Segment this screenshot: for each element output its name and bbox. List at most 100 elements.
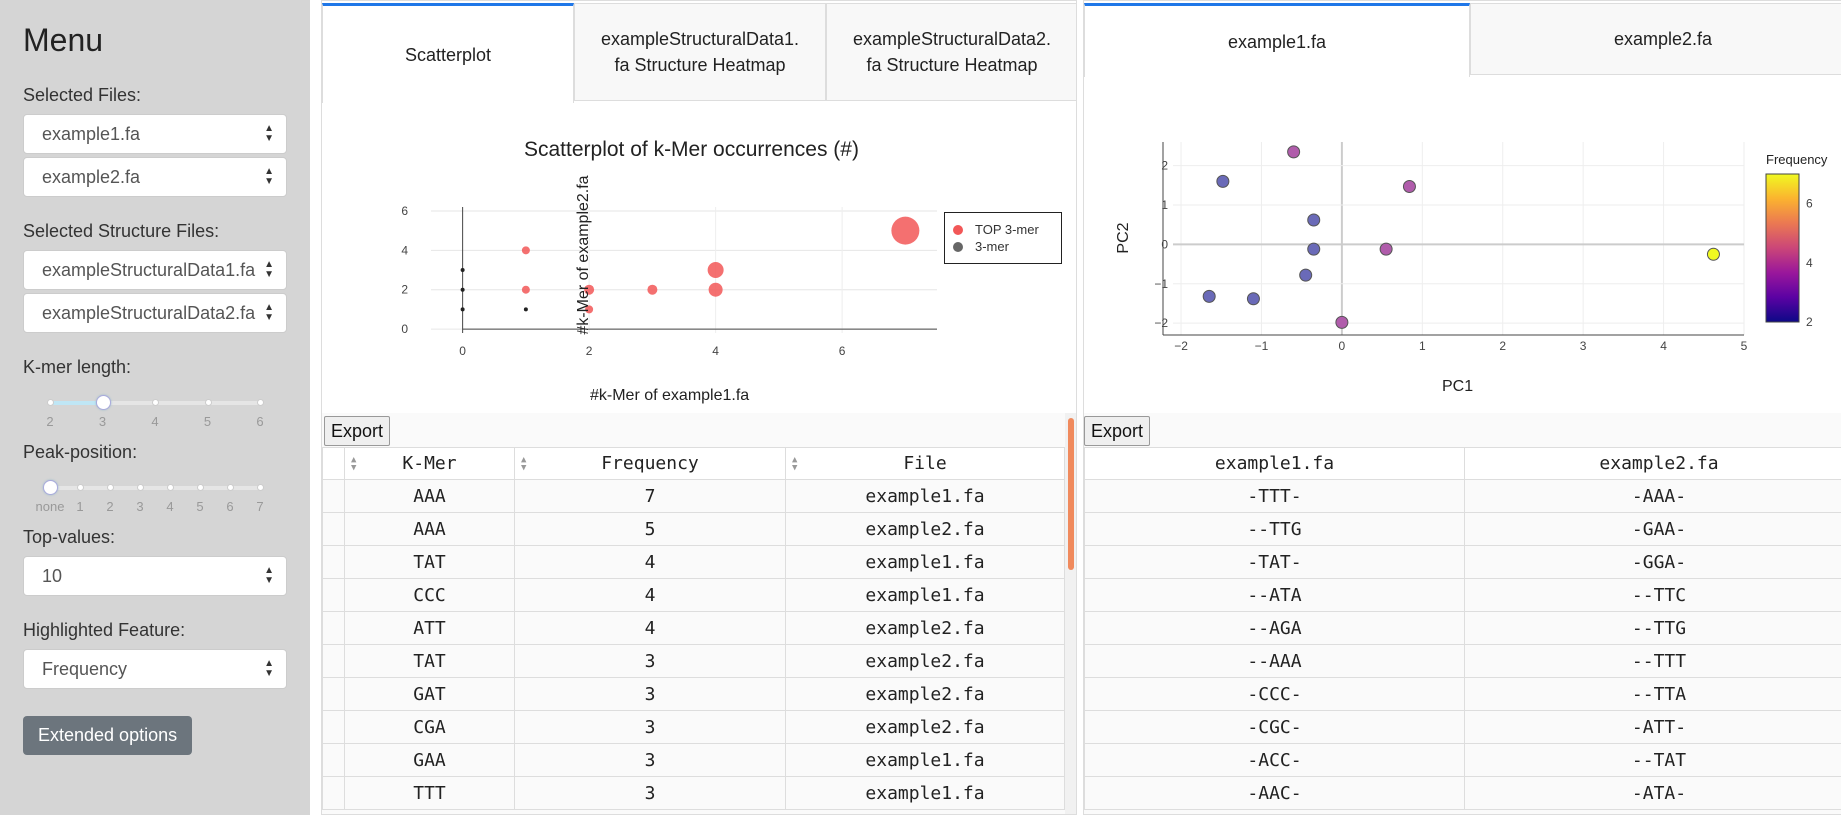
x-tick-label: 0	[459, 344, 466, 358]
data-point[interactable]	[460, 287, 465, 292]
pca-point[interactable]	[1287, 145, 1301, 159]
column-header-kmer[interactable]: ▲ ▼ K-Mer	[344, 447, 515, 480]
extended-options-button[interactable]: Extended options	[23, 716, 193, 755]
pca-point[interactable]	[1402, 180, 1416, 194]
cell-file: example2.fa	[785, 611, 1065, 645]
row-select-cell[interactable]	[322, 743, 345, 777]
structure-select-1[interactable]: exampleStructuralData1.fa ▲ ▼	[23, 250, 287, 290]
cell-kmer: ATT	[344, 611, 515, 645]
table-row[interactable]: -TTT- -AAA-	[1084, 479, 1841, 513]
table-row[interactable]: -AAC- -ATA-	[1084, 776, 1841, 810]
tab-structure-heatmap-2[interactable]: exampleStructuralData2. fa Structure Hea…	[826, 3, 1076, 101]
table-row[interactable]: TAT 3 example2.fa	[322, 644, 1065, 678]
peak-slider-tick-label: 5	[196, 499, 204, 514]
pca-point[interactable]	[1299, 268, 1313, 282]
tab-structure-heatmap-1[interactable]: exampleStructuralData1. fa Structure Hea…	[574, 3, 826, 101]
peak-slider-handle[interactable]	[43, 480, 58, 495]
table-row[interactable]: CGA 3 example2.fa	[322, 710, 1065, 744]
data-point[interactable]	[647, 284, 658, 295]
data-point[interactable]	[523, 307, 528, 312]
row-select-cell[interactable]	[322, 710, 345, 744]
data-point[interactable]	[891, 216, 920, 245]
cell-example1: -ACC-	[1084, 743, 1465, 777]
x-tick-label: −1	[1255, 339, 1269, 353]
left-tab-bar: Scatterplot exampleStructuralData1. fa S…	[322, 1, 1076, 103]
kmer-length-label: K-mer length:	[23, 357, 132, 377]
table-row[interactable]: --AGA --TTG	[1084, 611, 1841, 645]
data-point[interactable]	[707, 262, 724, 278]
kmer-slider-handle[interactable]	[95, 395, 111, 410]
tab-example1[interactable]: example1.fa	[1084, 3, 1470, 77]
table-row[interactable]: --AAA --TTT	[1084, 644, 1841, 678]
pca-point[interactable]	[1307, 242, 1321, 256]
left-table-scrollbar-track[interactable]	[1065, 413, 1076, 814]
data-point[interactable]	[460, 307, 465, 312]
table-row[interactable]: GAT 3 example2.fa	[322, 677, 1065, 711]
table-row[interactable]: --ATA --TTC	[1084, 578, 1841, 612]
table-row[interactable]: ATT 4 example2.fa	[322, 611, 1065, 645]
table-row[interactable]: CCC 4 example1.fa	[322, 578, 1065, 612]
row-select-cell[interactable]	[322, 611, 345, 645]
peak-slider-tick-label: none	[35, 499, 65, 514]
file-select-1[interactable]: example1.fa ▲ ▼	[23, 114, 287, 154]
highlighted-feature-select[interactable]: Frequency ▲ ▼	[23, 649, 287, 689]
row-select-cell[interactable]	[322, 644, 345, 678]
data-point[interactable]	[521, 246, 530, 255]
cell-example1: --AAA	[1084, 644, 1465, 678]
data-point[interactable]	[460, 268, 465, 272]
column-header-example2[interactable]: example2.fa	[1464, 447, 1841, 480]
column-header-frequency[interactable]: ▲ ▼ Frequency	[514, 447, 786, 480]
colorbar-tick-label: 2	[1806, 315, 1813, 329]
left-export-button[interactable]: Export	[324, 416, 391, 446]
cell-example1: -CCC-	[1084, 677, 1465, 711]
row-select-cell[interactable]	[322, 776, 345, 810]
data-point[interactable]	[584, 284, 595, 295]
table-row[interactable]: GAA 3 example1.fa	[322, 743, 1065, 777]
pca-point[interactable]	[1706, 247, 1720, 261]
kmer-length-slider[interactable]: 2 3 4 5 6	[23, 386, 287, 432]
y-tick-label: −2	[1154, 316, 1168, 330]
pca-scatter-chart: −2 −1 0 1 2 3 4 5 −2 −1 0 1 2 2 4 6	[1154, 142, 1813, 353]
peak-slider-tick	[77, 484, 84, 491]
tab-example2[interactable]: example2.fa	[1470, 3, 1841, 75]
structure-select-2[interactable]: exampleStructuralData2.fa ▲ ▼	[23, 293, 287, 333]
table-row[interactable]: AAA 5 example2.fa	[322, 512, 1065, 546]
table-row[interactable]: -TAT- -GGA-	[1084, 545, 1841, 579]
top-values-select[interactable]: 10 ▲ ▼	[23, 556, 287, 596]
pca-point[interactable]	[1379, 242, 1393, 256]
x-tick-label: 6	[839, 344, 846, 358]
pca-point[interactable]	[1335, 315, 1349, 329]
table-row[interactable]: TTT 3 example1.fa	[322, 776, 1065, 810]
data-point[interactable]	[521, 285, 530, 294]
table-row[interactable]: -CGC- -ATT-	[1084, 710, 1841, 744]
row-select-cell[interactable]	[322, 512, 345, 546]
right-export-button[interactable]: Export	[1084, 416, 1151, 446]
pca-point[interactable]	[1216, 174, 1230, 188]
cell-example2: -AAA-	[1464, 479, 1841, 513]
row-select-cell[interactable]	[322, 677, 345, 711]
table-row[interactable]: AAA 7 example1.fa	[322, 479, 1065, 513]
column-header-example1[interactable]: example1.fa	[1084, 447, 1465, 480]
pca-point[interactable]	[1307, 213, 1321, 227]
kmer-slider-tick-label: 5	[203, 414, 212, 429]
table-header-row: ▲ ▼ K-Mer ▲ ▼ Frequency ▲ ▼ File	[322, 447, 1065, 480]
data-point[interactable]	[708, 282, 723, 297]
row-select-cell[interactable]	[322, 578, 345, 612]
table-row[interactable]: --TTG -GAA-	[1084, 512, 1841, 546]
pca-point[interactable]	[1246, 292, 1260, 306]
column-header-file[interactable]: ▲ ▼ File	[785, 447, 1065, 480]
cell-frequency: 4	[514, 611, 786, 645]
table-row[interactable]: -ACC- --TAT	[1084, 743, 1841, 777]
row-select-cell[interactable]	[322, 479, 345, 513]
sidebar-title: Menu	[23, 22, 104, 58]
left-table-scrollbar[interactable]	[1068, 418, 1074, 570]
peak-position-slider[interactable]: none 1 2 3 4 5 6 7	[23, 471, 287, 517]
data-point[interactable]	[585, 305, 594, 314]
table-row[interactable]: TAT 4 example1.fa	[322, 545, 1065, 579]
tab-scatterplot[interactable]: Scatterplot	[322, 3, 574, 103]
cell-example2: -GAA-	[1464, 512, 1841, 546]
table-row[interactable]: -CCC- --TTA	[1084, 677, 1841, 711]
row-select-cell[interactable]	[322, 545, 345, 579]
file-select-2[interactable]: example2.fa ▲ ▼	[23, 157, 287, 197]
pca-point[interactable]	[1202, 289, 1216, 303]
